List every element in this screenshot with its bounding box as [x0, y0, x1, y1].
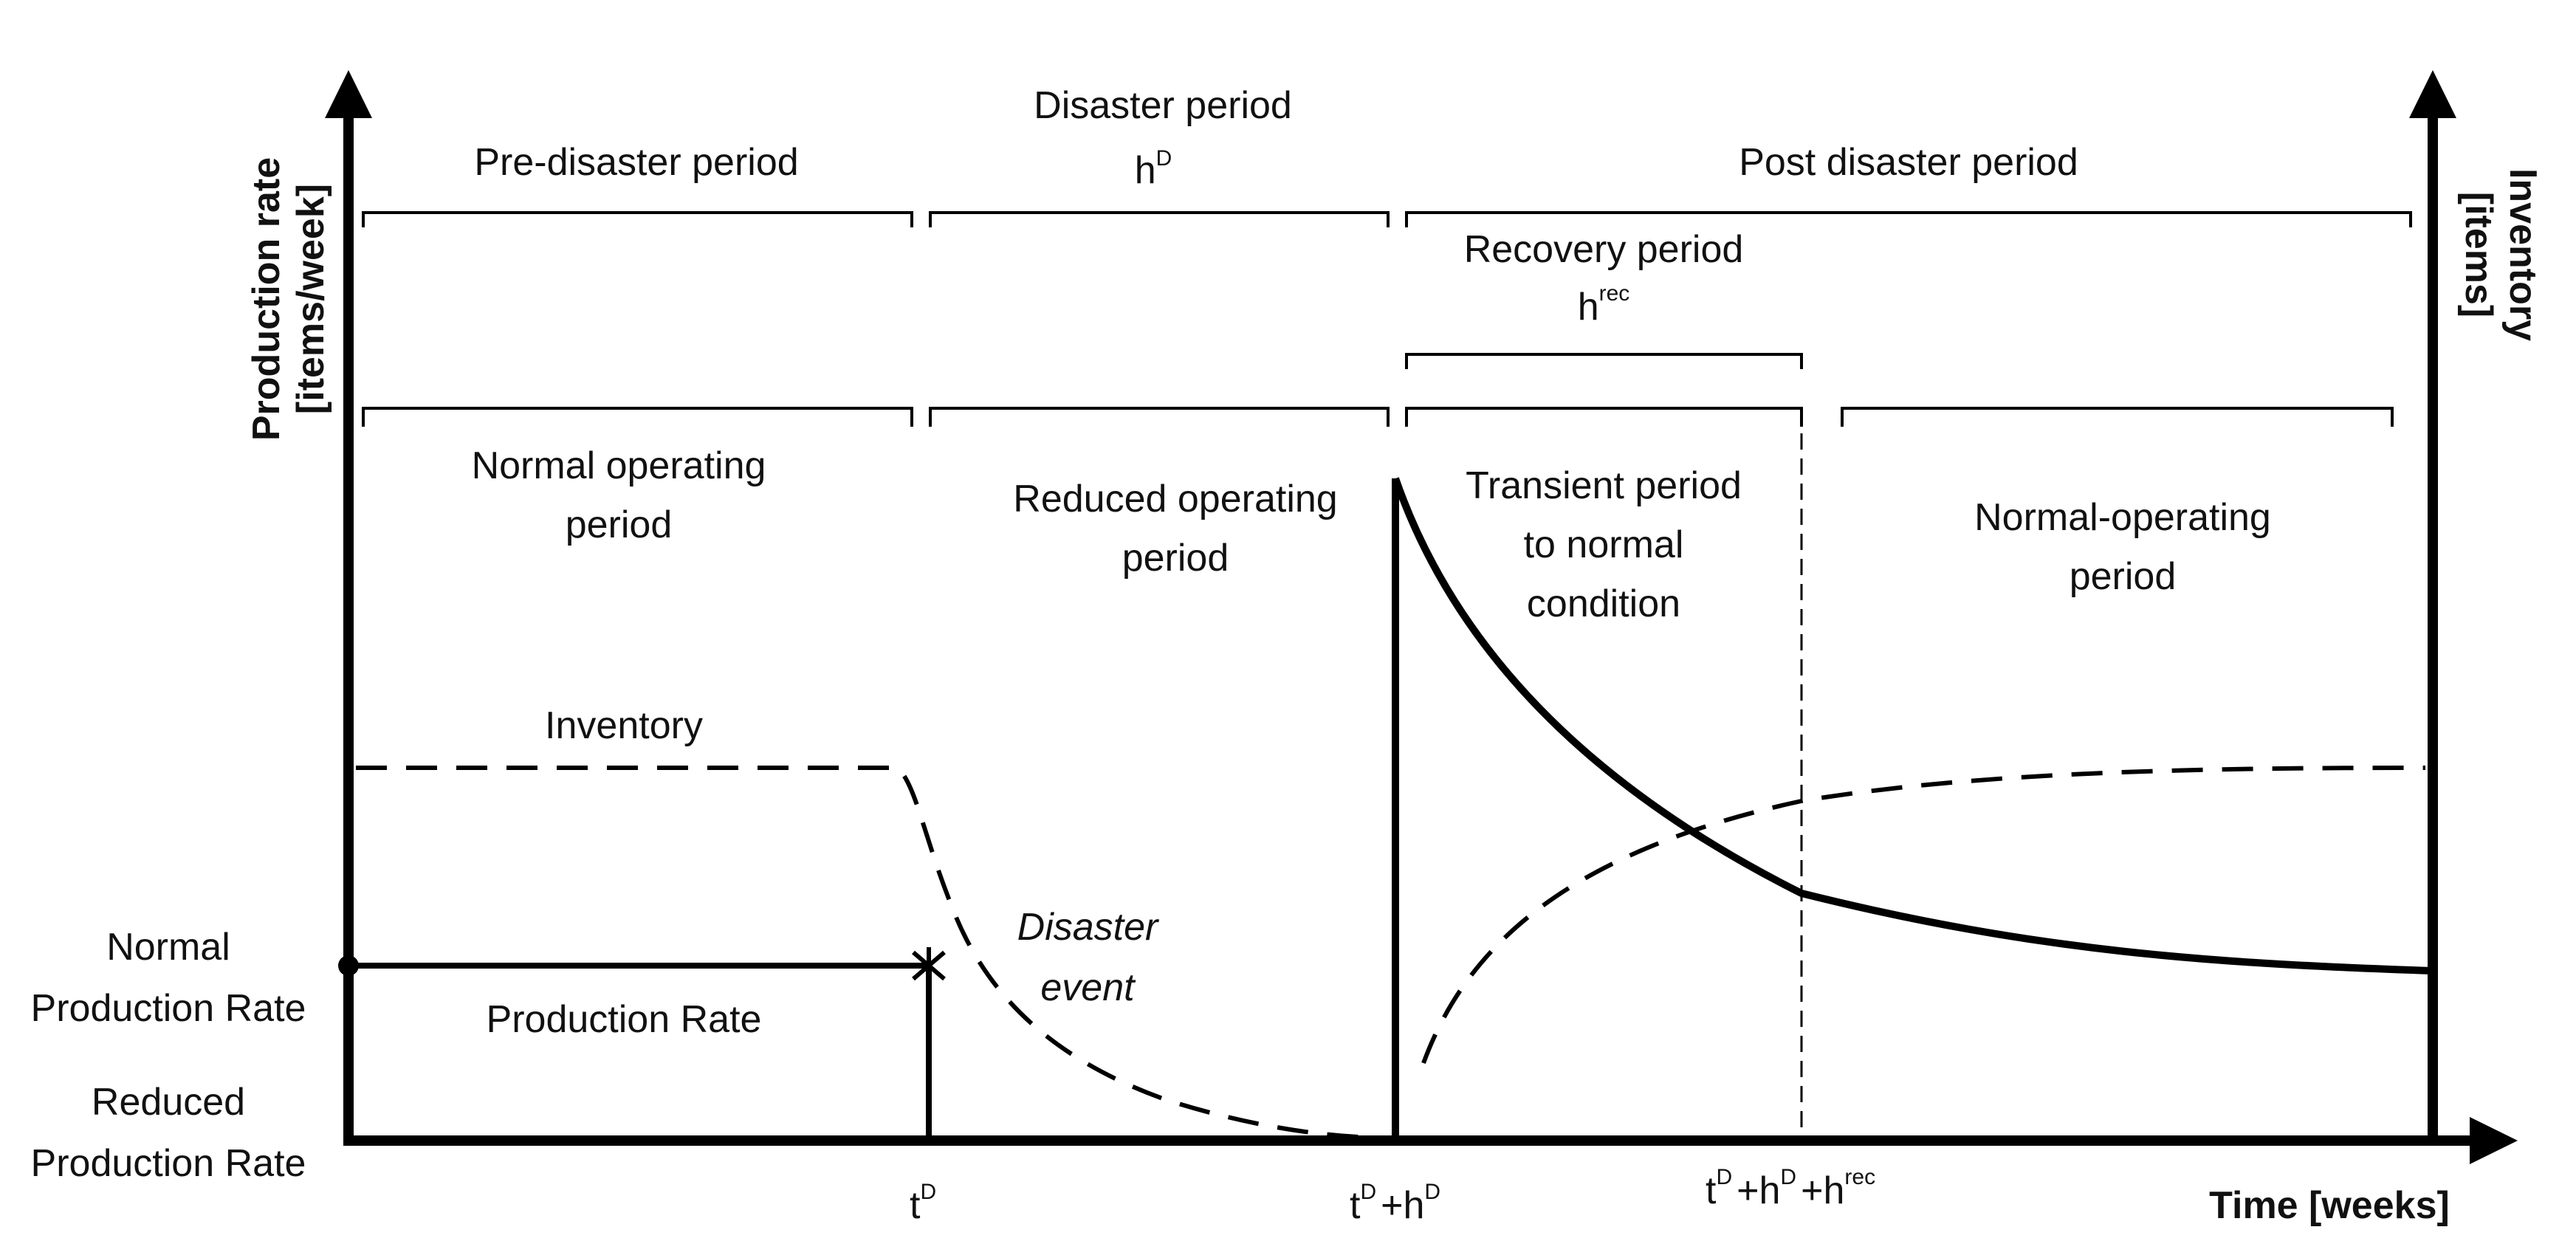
normal-rate-tick-line2: Production Rate: [31, 987, 306, 1030]
normal-operating-2-label-line2: period: [2070, 555, 2177, 598]
production-rate-transient: [1392, 477, 2434, 974]
production-rate-label: Production Rate: [487, 998, 762, 1041]
reduced-operating-label-line2: period: [1122, 537, 1229, 580]
normal-rate-marker: [338, 955, 359, 976]
x-tick-recovery-end: tD +hD +hrec: [1706, 1165, 1875, 1212]
curve-labels: Inventory Production Rate Disaster event: [487, 704, 1160, 1041]
x-axis-arrowhead: [2470, 1117, 2518, 1164]
bracket-pre-disaster: [362, 211, 913, 227]
bracket-normal-operating: [362, 407, 913, 427]
disaster-event-marker: [912, 947, 946, 984]
inventory-pre-disaster: [356, 766, 1380, 1140]
transient-label-line1: Transient period: [1466, 464, 1742, 507]
inventory-recovery: [1421, 766, 2426, 1065]
transient-label-line2: to normal: [1524, 523, 1684, 566]
normal-operating-2-label-line1: Normal-operating: [1974, 496, 2271, 539]
right-axis-label-line1: Inventory: [2501, 168, 2544, 341]
right-y-axis-arrowhead: [2409, 70, 2456, 118]
disaster-event-label-line2: event: [1040, 966, 1136, 1009]
bracket-disaster: [929, 211, 1390, 227]
phase-labels: Normal operating period Reduced operatin…: [472, 444, 2271, 625]
x-tick-disaster-start: tD: [910, 1180, 936, 1227]
recovery-period-label: Recovery period: [1464, 228, 1744, 271]
period-labels: Pre-disaster period Disaster period hD P…: [474, 84, 2078, 329]
period-brackets-top: [362, 211, 2412, 369]
reduced-operating-label-line1: Reduced operating: [1013, 478, 1337, 520]
inventory-curve: [356, 766, 2426, 1140]
normal-operating-label-line2: period: [566, 503, 673, 546]
reduced-rate-tick-line2: Production Rate: [31, 1142, 306, 1185]
disaster-period-label: Disaster period: [1034, 84, 1292, 127]
post-disaster-label: Post disaster period: [1739, 141, 2078, 184]
bracket-post-disaster: [1405, 211, 2412, 227]
x-tick-labels: tD tD +hD tD +hD +hrec: [910, 1165, 1875, 1227]
x-tick-disaster-end: tD +hD: [1350, 1180, 1440, 1227]
left-axis-label-line1: Production rate: [245, 157, 288, 441]
bracket-transient: [1405, 407, 1803, 427]
y-tick-labels: Normal Production Rate Reduced Productio…: [31, 926, 306, 1185]
disaster-duration-symbol: hD: [1135, 146, 1172, 192]
transient-label-line3: condition: [1527, 582, 1680, 625]
axis-titles: Production rate [items/week] Inventory […: [245, 157, 2544, 1227]
x-axis-label: Time [weeks]: [2209, 1184, 2450, 1227]
recovery-duration-symbol: hrec: [1578, 281, 1630, 329]
bracket-reduced-operating: [929, 407, 1390, 427]
production-rate-curve: [348, 477, 2434, 1141]
right-axis-label-line2: [items]: [2457, 192, 2500, 317]
inventory-label: Inventory: [545, 704, 703, 747]
left-axis-label-line2: [items/week]: [289, 184, 332, 414]
phase-brackets: [362, 407, 2394, 427]
pre-disaster-label: Pre-disaster period: [474, 141, 798, 184]
normal-operating-label-line1: Normal operating: [472, 444, 766, 487]
bracket-recovery: [1405, 353, 1803, 369]
reduced-rate-tick-line1: Reduced: [92, 1081, 245, 1124]
left-y-axis-arrowhead: [325, 70, 372, 118]
normal-rate-tick-line1: Normal: [106, 926, 230, 969]
disaster-event-label-line1: Disaster: [1017, 906, 1160, 949]
bracket-normal-operating-2: [1841, 407, 2394, 427]
